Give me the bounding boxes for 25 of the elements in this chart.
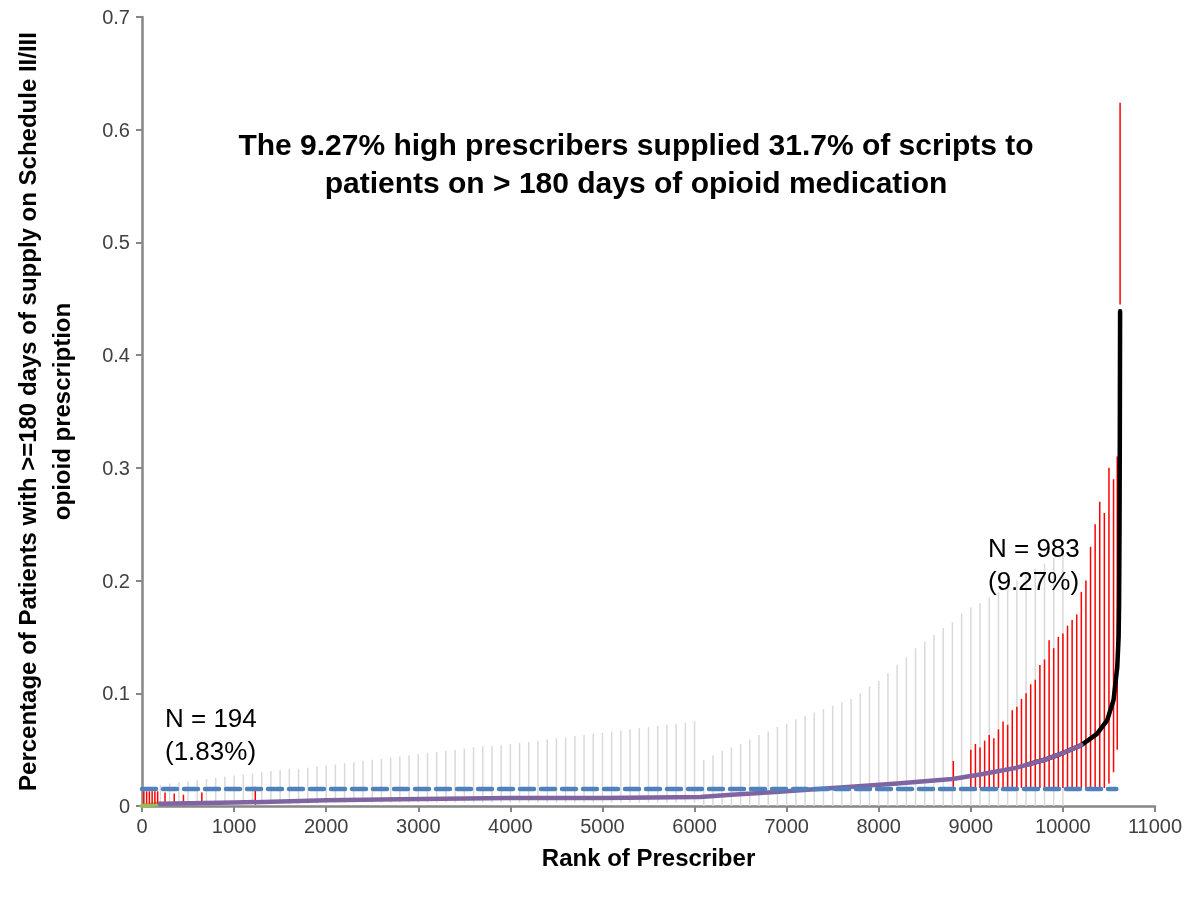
y-tick-label: 0 (118, 795, 130, 817)
x-tick-label: 0 (136, 815, 148, 837)
y-tick-label: 0.7 (102, 6, 130, 28)
x-tick-label: 6000 (672, 815, 717, 837)
x-tick-label: 5000 (580, 815, 625, 837)
x-tick-label: 3000 (396, 815, 441, 837)
x-tick-label: 4000 (488, 815, 533, 837)
y-tick-label: 0.2 (102, 569, 130, 592)
annotation: N = 194 (1.83%) (165, 702, 257, 766)
y-tick-label: 0.1 (102, 682, 130, 705)
x-axis-title: Rank of Prescriber (541, 844, 756, 872)
x-tick-label: 2000 (303, 815, 349, 837)
x-tick-label: 11000 (1127, 815, 1183, 837)
x-tick-label: 7000 (764, 815, 809, 837)
text: The 9.27% high prescribers supplied 31.7% of scripts to patients on > 180 days of opioid medication (238, 127, 1034, 199)
y-tick-label: 0.6 (102, 118, 130, 141)
y-tick-label: 0.4 (102, 344, 130, 367)
y-tick-label: 0.3 (102, 456, 130, 479)
x-tick-label: 8000 (856, 815, 901, 837)
x-tick-label: 10000 (1035, 815, 1091, 837)
x-tick-label: 9000 (948, 815, 994, 837)
annotation: N = 983 (9.27%) (988, 532, 1080, 596)
y-tick-label: 0.5 (102, 231, 130, 254)
x-tick-label: 1000 (211, 815, 257, 837)
y-axis-title: Percentage of Patients with >=180 days of supply on Schedule II/III opioid prescription (13, 32, 75, 791)
